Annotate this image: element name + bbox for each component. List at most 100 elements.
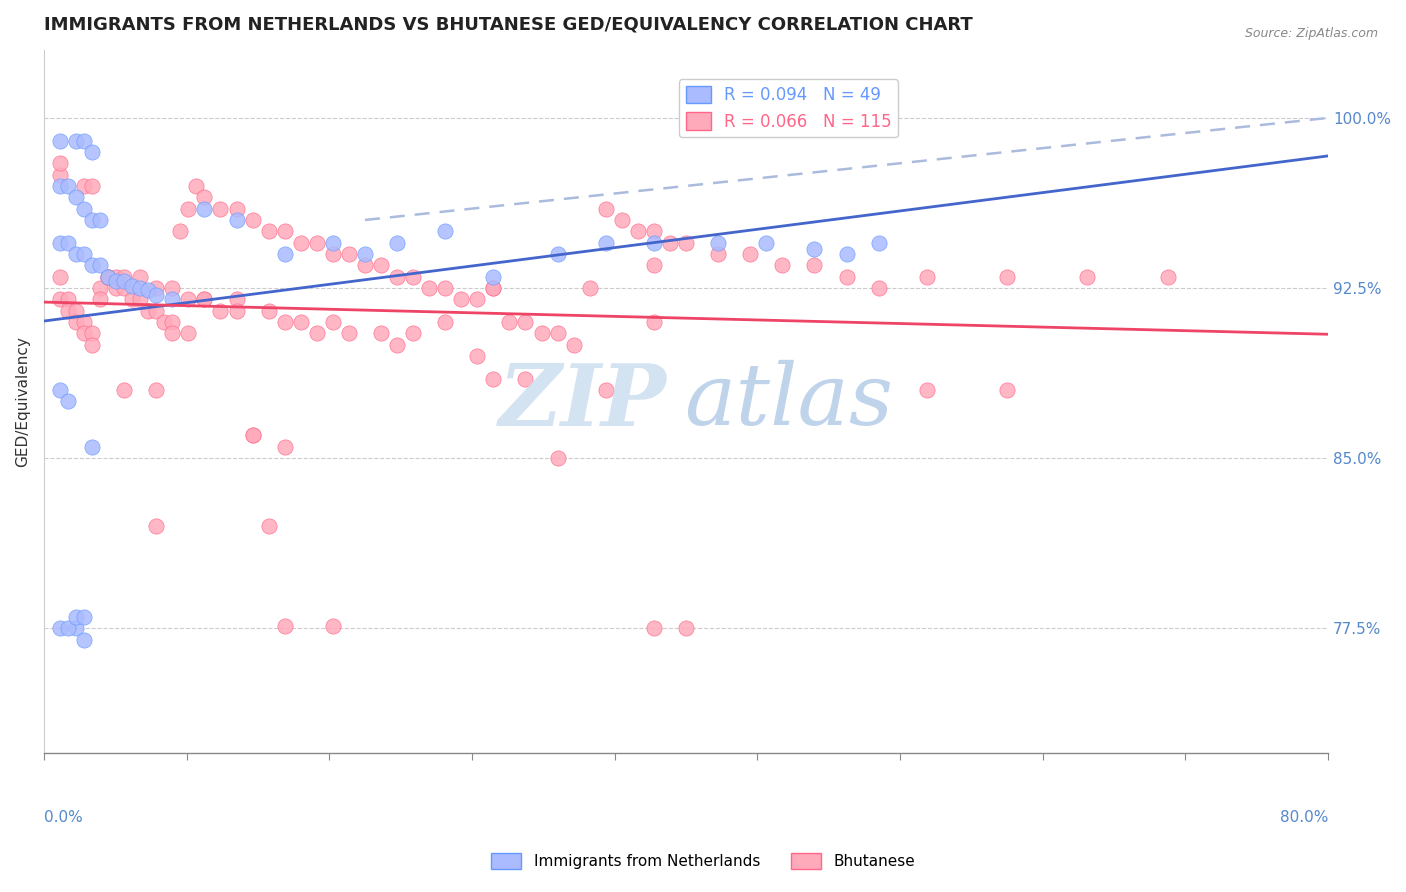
Point (73, 202, 96, 216)
Point (434, 281, 457, 295)
Point (354, 247, 377, 261)
Point (385, 269, 408, 284)
Point (97, 269, 120, 284)
Point (290, 315, 312, 329)
Point (89, 213, 111, 227)
Point (643, 315, 665, 329)
Point (73, 134, 96, 148)
Point (97, 269, 120, 284)
Point (129, 293, 152, 307)
Point (225, 213, 247, 227)
Point (65, 315, 87, 329)
Text: IMMIGRANTS FROM NETHERLANDS VS BHUTANESE GED/EQUIVALENCY CORRELATION CHART: IMMIGRANTS FROM NETHERLANDS VS BHUTANESE… (44, 15, 973, 33)
Point (186, 178, 208, 193)
Point (530, 326, 553, 341)
Point (49, 621, 72, 635)
Point (305, 326, 328, 341)
Point (498, 315, 520, 329)
Point (322, 315, 344, 329)
Point (273, 224, 295, 238)
Point (835, 269, 858, 284)
Point (89, 281, 111, 295)
Point (595, 202, 617, 216)
Point (129, 269, 152, 284)
Point (675, 621, 697, 635)
Point (193, 202, 215, 216)
Point (755, 235, 778, 250)
Point (65, 621, 87, 635)
Point (465, 349, 488, 363)
Text: atlas: atlas (685, 360, 893, 442)
Point (257, 519, 280, 533)
Point (418, 281, 440, 295)
Point (121, 278, 143, 293)
Point (145, 303, 167, 318)
Point (112, 269, 135, 284)
Point (136, 283, 159, 297)
Point (105, 281, 128, 295)
Point (136, 303, 159, 318)
Point (73, 326, 96, 341)
Point (56, 293, 79, 307)
Point (322, 235, 344, 250)
Point (354, 258, 377, 272)
Point (73, 247, 96, 261)
Point (242, 213, 264, 227)
Point (225, 293, 247, 307)
Text: Source: ZipAtlas.com: Source: ZipAtlas.com (1244, 27, 1378, 40)
Point (322, 619, 344, 633)
Point (290, 235, 312, 250)
Point (162, 281, 184, 295)
Point (915, 383, 938, 397)
Point (73, 315, 96, 329)
Point (547, 451, 569, 466)
Point (49, 235, 72, 250)
Point (129, 281, 152, 295)
Point (193, 190, 215, 204)
Point (162, 315, 184, 329)
Text: 0.0%: 0.0% (44, 810, 83, 825)
Point (121, 293, 143, 307)
Point (707, 247, 730, 261)
Point (97, 269, 120, 284)
Point (547, 326, 569, 341)
Point (112, 383, 135, 397)
Point (80, 258, 103, 272)
Point (225, 303, 247, 318)
Point (627, 224, 650, 238)
Point (65, 610, 87, 624)
Point (337, 247, 360, 261)
Point (65, 134, 87, 148)
Point (49, 134, 72, 148)
Point (177, 326, 200, 341)
Point (49, 178, 72, 193)
Point (482, 372, 505, 386)
Point (1076, 269, 1098, 284)
Point (835, 247, 858, 261)
Point (80, 326, 103, 341)
Point (56, 178, 79, 193)
Point (995, 383, 1018, 397)
Point (482, 281, 505, 295)
Point (740, 247, 762, 261)
Point (56, 394, 79, 409)
Point (515, 372, 537, 386)
Point (169, 224, 191, 238)
Point (153, 315, 176, 329)
Point (80, 337, 103, 351)
Point (56, 621, 79, 635)
Point (56, 303, 79, 318)
Point (305, 235, 328, 250)
Point (80, 178, 103, 193)
Point (578, 281, 600, 295)
Point (209, 202, 232, 216)
Point (610, 213, 633, 227)
Point (162, 326, 184, 341)
Point (370, 326, 392, 341)
Point (80, 145, 103, 159)
Point (65, 247, 87, 261)
Point (465, 293, 488, 307)
Point (770, 258, 793, 272)
Point (225, 202, 247, 216)
Point (73, 610, 96, 624)
